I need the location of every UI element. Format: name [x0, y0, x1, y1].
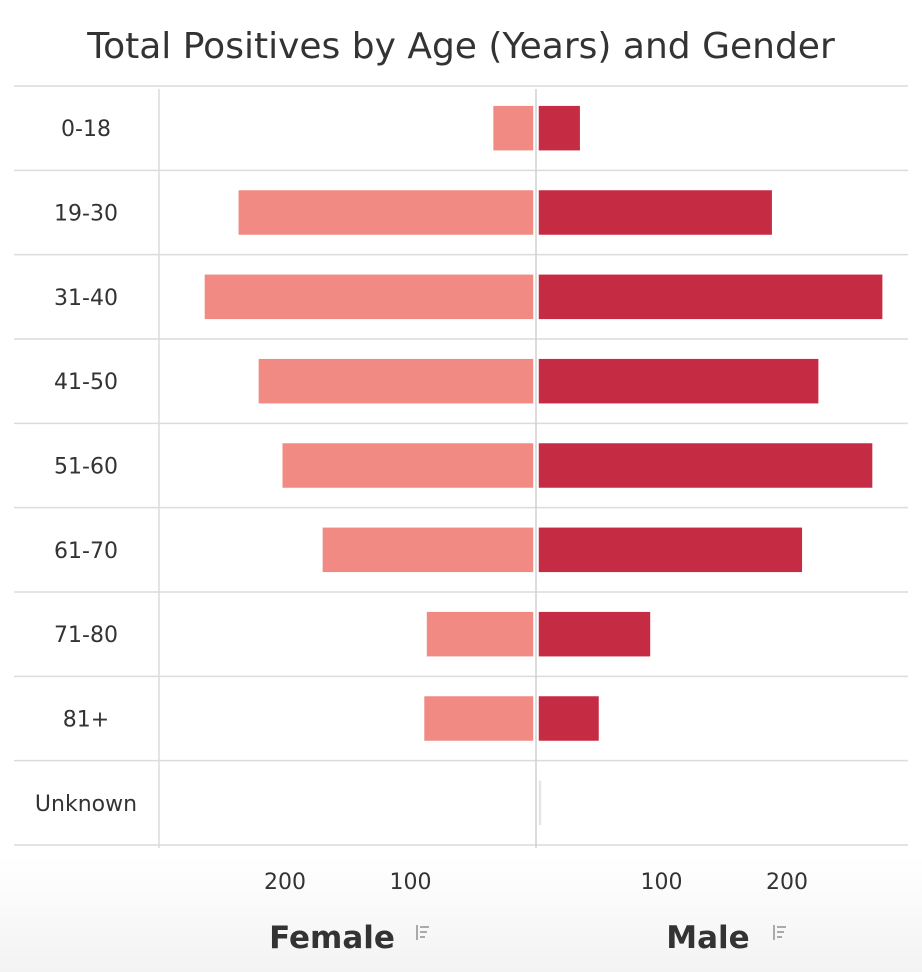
category-label: 41-50: [54, 370, 118, 395]
chart-title: Total Positives by Age (Years) and Gende…: [86, 26, 835, 67]
bar-male[interactable]: [537, 694, 601, 743]
bar-female[interactable]: [203, 273, 535, 321]
category-label: 31-40: [54, 286, 118, 311]
grid-layer: [14, 85, 908, 848]
bar-male[interactable]: [537, 441, 874, 490]
bar-male[interactable]: [537, 526, 804, 574]
bar-male[interactable]: [537, 188, 774, 237]
bar-male[interactable]: [537, 104, 582, 152]
category-label: 0-18: [61, 117, 111, 142]
bar-male[interactable]: [537, 273, 884, 321]
x-tick-label: 200: [264, 870, 306, 895]
bar-female[interactable]: [425, 610, 535, 658]
bar-male[interactable]: [537, 357, 820, 405]
category-label: 71-80: [54, 623, 118, 648]
x-tick-label: 200: [766, 870, 808, 895]
bar-male[interactable]: [537, 779, 543, 827]
legend-item-male[interactable]: Male: [666, 920, 786, 956]
bars-layer: [203, 104, 884, 827]
bar-female[interactable]: [257, 357, 535, 405]
bar-female[interactable]: [491, 104, 535, 152]
x-tick-label: 100: [390, 870, 432, 895]
category-label: 61-70: [54, 539, 118, 564]
bar-female[interactable]: [237, 188, 535, 237]
category-label: 81+: [63, 708, 109, 733]
category-labels: 0-18 19-30 31-40 41-50 51-60 61-70 71-80 81+ Unk…: [35, 117, 137, 817]
category-label: 51-60: [54, 455, 118, 480]
bar-female[interactable]: [280, 441, 535, 490]
category-label: 19-30: [54, 202, 118, 227]
bar-male[interactable]: [537, 610, 652, 658]
tick-labels: 200 100 100 200: [264, 870, 808, 895]
legend-item-female[interactable]: Female: [269, 920, 429, 956]
bar-female[interactable]: [422, 694, 535, 743]
legend-label-female[interactable]: Female: [269, 920, 395, 956]
bar-female[interactable]: [321, 526, 535, 574]
category-label: Unknown: [35, 792, 137, 817]
x-tick-label: 100: [641, 870, 683, 895]
legend-label-male[interactable]: Male: [666, 920, 749, 956]
sort-icon[interactable]: [773, 925, 786, 940]
sort-icon[interactable]: [416, 925, 429, 940]
